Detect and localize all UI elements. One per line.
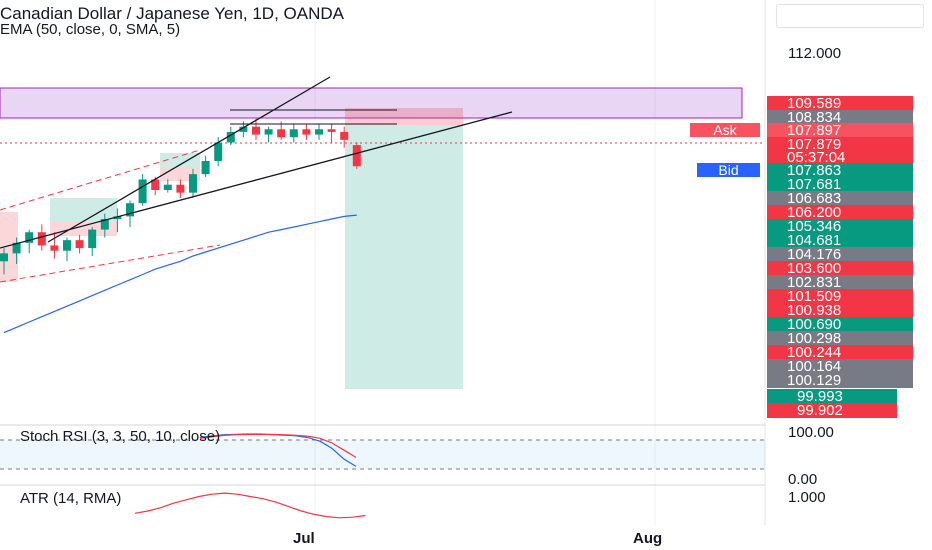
- price-tag-7: 106.683: [767, 191, 913, 206]
- price-tag-15: 100.938: [767, 303, 913, 318]
- price-tag-0: 109.589: [767, 96, 913, 111]
- candle-body-1: [12, 242, 21, 254]
- channel-upper-dashed: [0, 149, 201, 211]
- candle-body-9: [113, 216, 122, 220]
- time-label-aug: Aug: [633, 530, 663, 547]
- stoch-axis-bottom: 0.00: [788, 471, 818, 488]
- price-tag-14: 101.509: [767, 289, 913, 304]
- ema-line: [3, 214, 357, 334]
- chart-title: Canadian Dollar / Japanese Yen, 1D, OAND…: [0, 4, 344, 23]
- candle-body-27: [340, 131, 349, 140]
- candle-body-0: [0, 253, 8, 262]
- drawn-zones: [0, 87, 765, 389]
- candle-body-16: [201, 160, 210, 175]
- candle-body-28: [352, 145, 361, 167]
- bid-tag: Bid: [697, 163, 760, 177]
- stoch-rsi-legend[interactable]: Stoch RSI (3, 3, 50, 10, close): [20, 428, 221, 445]
- candle-body-25: [315, 129, 323, 135]
- legend-toggle-box[interactable]: [776, 4, 924, 28]
- candle-body-11: [138, 179, 147, 204]
- trend-lines: [0, 76, 513, 249]
- ask-tag: Ask: [690, 123, 760, 137]
- candle-body-24: [302, 129, 311, 135]
- stoch-band: [0, 440, 765, 469]
- ema-legend[interactable]: EMA (50, close, 0, SMA, 5): [0, 21, 181, 38]
- time-label-jul: Jul: [293, 530, 315, 547]
- candle-body-19: [239, 126, 248, 132]
- atr-line: [134, 492, 366, 519]
- price-tag-10: 104.681: [767, 233, 913, 248]
- price-tag-22: 99.902: [767, 403, 897, 418]
- atr-legend[interactable]: ATR (14, RMA): [20, 490, 122, 507]
- price-tag-18: 100.244: [767, 345, 913, 360]
- candle-body-21: [264, 129, 273, 135]
- past-position-green-2: [160, 153, 200, 167]
- price-tag-19: 100.164: [767, 359, 913, 374]
- candle-body-2: [25, 232, 34, 243]
- channel-lower-dashed: [0, 244, 221, 283]
- candle-body-8: [100, 219, 109, 230]
- price-tag-21: 99.993: [767, 389, 897, 404]
- price-tag-2: 107.897: [767, 123, 913, 138]
- candle-body-6: [75, 240, 84, 249]
- candle-body-3: [37, 232, 46, 246]
- price-tag-11: 104.176: [767, 247, 913, 262]
- price-tag-4: 05:37:04: [767, 150, 913, 165]
- candle-body-13: [163, 184, 172, 190]
- candle-body-23: [289, 129, 298, 138]
- stop-loss-zone: [345, 108, 463, 125]
- candle-body-17: [214, 142, 223, 161]
- price-tag-9: 105.346: [767, 219, 913, 234]
- price-axis-label-top: 112.000: [788, 45, 842, 62]
- candle-body-10: [126, 203, 134, 217]
- take-profit-zone: [345, 125, 463, 389]
- candle-body-5: [63, 240, 71, 251]
- price-tag-12: 103.600: [767, 261, 913, 276]
- stoch-axis-top: 100.00: [788, 424, 834, 441]
- past-position-red-2: [50, 222, 117, 236]
- candle-body-20: [252, 126, 260, 135]
- ema-path: [3, 214, 357, 334]
- price-tag-20: 100.129: [767, 373, 913, 388]
- candle-body-26: [327, 129, 336, 132]
- candles: [0, 118, 361, 275]
- candle-body-18: [226, 131, 235, 143]
- candle-body-14: [176, 184, 185, 193]
- past-position-green-1: [50, 198, 117, 222]
- candle-body-22: [277, 129, 286, 138]
- price-tag-6: 107.681: [767, 177, 913, 192]
- stoch-d-line: [199, 433, 357, 458]
- price-tag-16: 100.690: [767, 317, 913, 332]
- stoch-rsi-pane: [0, 433, 765, 470]
- candle-body-7: [88, 229, 97, 249]
- price-tag-3: 107.879: [767, 137, 913, 152]
- price-tag-13: 102.831: [767, 275, 913, 290]
- price-tag-17: 100.298: [767, 331, 913, 346]
- price-tag-1: 108.834: [767, 110, 913, 125]
- price-tag-8: 106.200: [767, 205, 913, 220]
- trend-line-support: [0, 111, 513, 249]
- candle-body-12: [151, 179, 160, 190]
- atr-axis-top: 1.000: [788, 489, 826, 506]
- trend-line-steep: [47, 76, 331, 243]
- atr-pane: [134, 492, 366, 519]
- candle-body-4: [50, 245, 59, 251]
- candle-body-15: [189, 174, 197, 193]
- resistance-zone: [0, 87, 743, 119]
- price-tag-5: 107.863: [767, 163, 913, 178]
